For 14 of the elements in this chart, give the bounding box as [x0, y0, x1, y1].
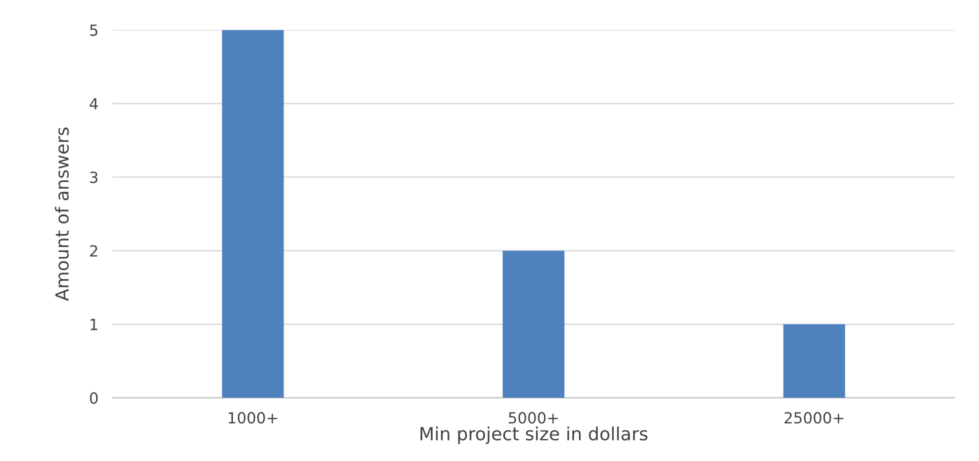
- y-tick-label: 0: [90, 392, 98, 404]
- y-tick-label: 1: [90, 318, 98, 330]
- y-axis-title: Amount of answers: [54, 128, 69, 301]
- bar: [502, 250, 564, 398]
- y-tick-label: 2: [90, 245, 98, 256]
- y-tick-label: 3: [90, 172, 98, 184]
- bar: [222, 30, 284, 398]
- x-tick-label: 5000+: [508, 412, 558, 424]
- x-tick-label: 1000+: [228, 412, 278, 424]
- y-tick-label: 5: [90, 24, 98, 36]
- x-tick-label: 25000+: [784, 412, 844, 424]
- x-axis-title: Min project size in dollars: [420, 426, 648, 444]
- bar: [783, 324, 846, 398]
- y-tick-label: 4: [90, 98, 98, 110]
